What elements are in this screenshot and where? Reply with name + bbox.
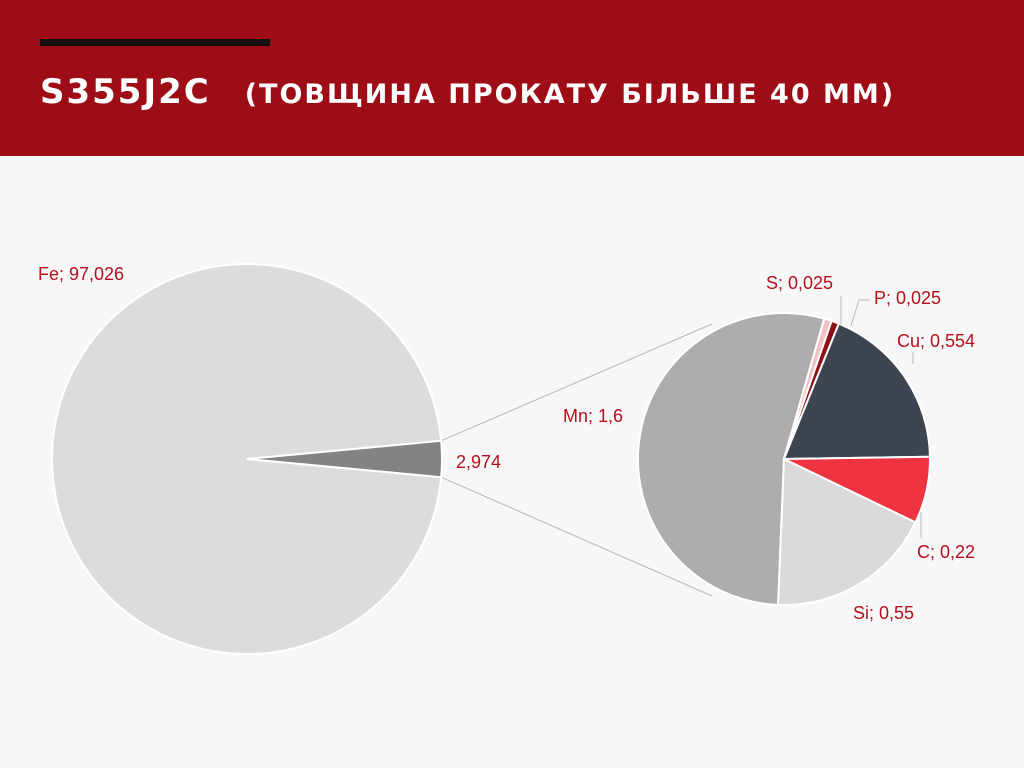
leader-line-p bbox=[850, 299, 870, 327]
data-label-p: P; 0,025 bbox=[874, 288, 941, 308]
secondary-pie-slice-cu bbox=[782, 322, 931, 461]
connector-line-bottom bbox=[440, 476, 713, 597]
title-subtitle: (ТОВЩИНА ПРОКАТУ БІЛЬШЕ 40 ММ) bbox=[244, 79, 896, 110]
secondary-pie-slice-si bbox=[777, 457, 917, 606]
data-label-other: 2,974 bbox=[456, 452, 501, 472]
header-banner: S355J2C (ТОВЩИНА ПРОКАТУ БІЛЬШЕ 40 ММ) bbox=[0, 0, 1024, 156]
title-grade: S355J2C bbox=[40, 72, 211, 112]
data-label-fe: Fe; 97,026 bbox=[38, 264, 124, 284]
data-label-cu: Cu; 0,554 bbox=[897, 331, 975, 351]
data-label-c: C; 0,22 bbox=[917, 542, 975, 562]
main-pie-slice-other bbox=[246, 439, 443, 479]
page-title: S355J2C (ТОВЩИНА ПРОКАТУ БІЛЬШЕ 40 ММ) bbox=[40, 72, 895, 122]
connector-line-top bbox=[440, 323, 713, 442]
data-label-mn: Mn; 1,6 bbox=[563, 406, 623, 426]
secondary-pie-slice-mn bbox=[637, 312, 826, 606]
data-label-si: Si; 0,55 bbox=[853, 603, 914, 623]
header-accent-bar bbox=[40, 39, 270, 46]
data-label-s: S; 0,025 bbox=[766, 273, 833, 293]
main-pie-slice-fe bbox=[51, 263, 443, 655]
